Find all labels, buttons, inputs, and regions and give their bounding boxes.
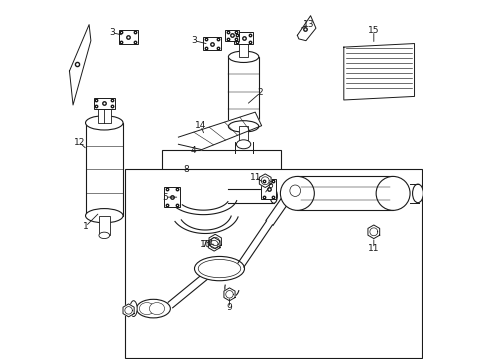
Ellipse shape — [270, 189, 277, 203]
Ellipse shape — [85, 116, 123, 130]
Text: 5: 5 — [162, 193, 168, 202]
Ellipse shape — [139, 302, 154, 315]
Text: 11: 11 — [249, 173, 261, 182]
Polygon shape — [123, 304, 134, 317]
Text: 3: 3 — [191, 36, 197, 45]
Ellipse shape — [412, 184, 423, 203]
Polygon shape — [259, 174, 270, 188]
Bar — [234, 32, 252, 44]
Bar — [228, 57, 258, 126]
Ellipse shape — [99, 232, 109, 239]
Bar — [164, 187, 180, 207]
Text: 7: 7 — [201, 240, 207, 249]
Text: 2: 2 — [257, 88, 263, 97]
Bar — [93, 98, 115, 109]
Text: 1: 1 — [82, 222, 88, 231]
Bar — [239, 37, 247, 57]
Ellipse shape — [280, 176, 314, 210]
Bar — [261, 179, 276, 199]
Polygon shape — [367, 225, 379, 239]
Text: 9: 9 — [226, 303, 232, 312]
Bar — [118, 30, 138, 44]
Text: 6: 6 — [267, 181, 272, 190]
Ellipse shape — [136, 299, 170, 318]
Text: 3: 3 — [109, 28, 115, 37]
Text: 12: 12 — [74, 138, 85, 147]
Ellipse shape — [149, 302, 164, 315]
Polygon shape — [208, 238, 220, 251]
Polygon shape — [69, 24, 91, 105]
Bar — [85, 123, 123, 216]
Ellipse shape — [375, 176, 409, 210]
Polygon shape — [208, 234, 221, 249]
Bar — [124, 168, 422, 358]
Bar — [162, 150, 281, 264]
Text: 15: 15 — [367, 26, 379, 35]
Polygon shape — [224, 288, 235, 301]
Ellipse shape — [85, 208, 123, 223]
Ellipse shape — [194, 256, 244, 281]
Polygon shape — [178, 112, 261, 150]
Ellipse shape — [289, 185, 300, 197]
Bar — [239, 126, 247, 144]
Bar — [99, 216, 109, 235]
Text: 14: 14 — [195, 121, 206, 130]
Text: 10: 10 — [200, 240, 211, 249]
Ellipse shape — [286, 181, 303, 200]
Bar — [225, 30, 239, 41]
Bar — [297, 176, 392, 210]
Text: 8: 8 — [183, 165, 189, 174]
Text: 11: 11 — [367, 244, 379, 253]
Bar — [98, 102, 110, 123]
Ellipse shape — [228, 121, 258, 132]
Ellipse shape — [130, 301, 137, 316]
Polygon shape — [297, 16, 315, 41]
Text: 4: 4 — [191, 146, 196, 155]
Ellipse shape — [228, 51, 258, 63]
Ellipse shape — [198, 260, 240, 278]
Polygon shape — [343, 44, 414, 100]
Bar — [203, 37, 221, 50]
Ellipse shape — [236, 140, 250, 149]
Text: 13: 13 — [303, 20, 314, 29]
